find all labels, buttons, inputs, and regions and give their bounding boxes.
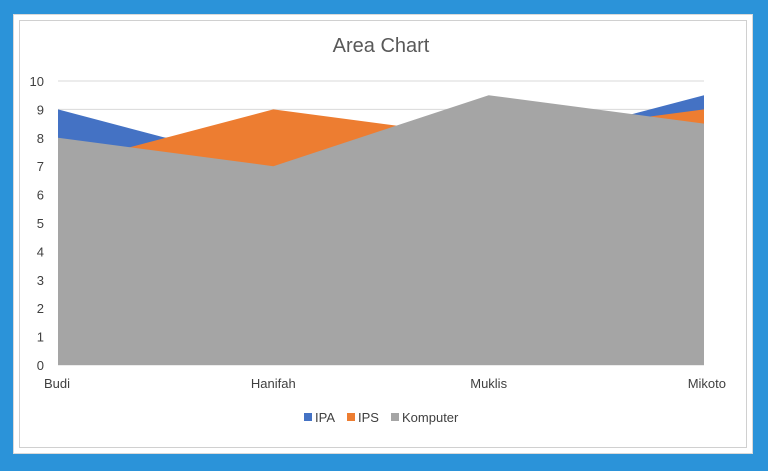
x-tick-label: Budi — [44, 376, 70, 391]
y-tick-label: 8 — [37, 131, 44, 146]
y-axis-ticks: 0 1 2 3 4 5 6 7 8 9 10 — [30, 74, 44, 373]
chart-title: Area Chart — [333, 35, 430, 57]
legend: IPA IPS Komputer — [304, 410, 459, 425]
y-tick-label: 10 — [30, 74, 44, 89]
y-tick-label: 6 — [37, 188, 44, 203]
y-tick-label: 3 — [37, 273, 44, 288]
y-tick-label: 4 — [37, 244, 44, 259]
legend-swatch-ips — [347, 413, 355, 421]
y-tick-label: 0 — [37, 358, 44, 373]
chart-area-border — [19, 20, 747, 448]
y-tick-label: 5 — [37, 216, 44, 231]
y-tick-label: 9 — [37, 102, 44, 117]
y-tick-label: 2 — [37, 301, 44, 316]
x-axis-ticks: Budi Hanifah Muklis Mikoto — [44, 376, 726, 391]
y-tick-label: 7 — [37, 159, 44, 174]
legend-label-ips: IPS — [358, 410, 379, 425]
x-tick-label: Hanifah — [251, 376, 296, 391]
x-tick-label: Mikoto — [688, 376, 726, 391]
y-tick-label: 1 — [37, 330, 44, 345]
legend-swatch-komputer — [391, 413, 399, 421]
legend-label-komputer: Komputer — [402, 410, 459, 425]
area-series — [58, 95, 704, 366]
legend-label-ipa: IPA — [315, 410, 335, 425]
legend-swatch-ipa — [304, 413, 312, 421]
area-komputer — [58, 95, 704, 365]
x-tick-label: Muklis — [470, 376, 507, 391]
